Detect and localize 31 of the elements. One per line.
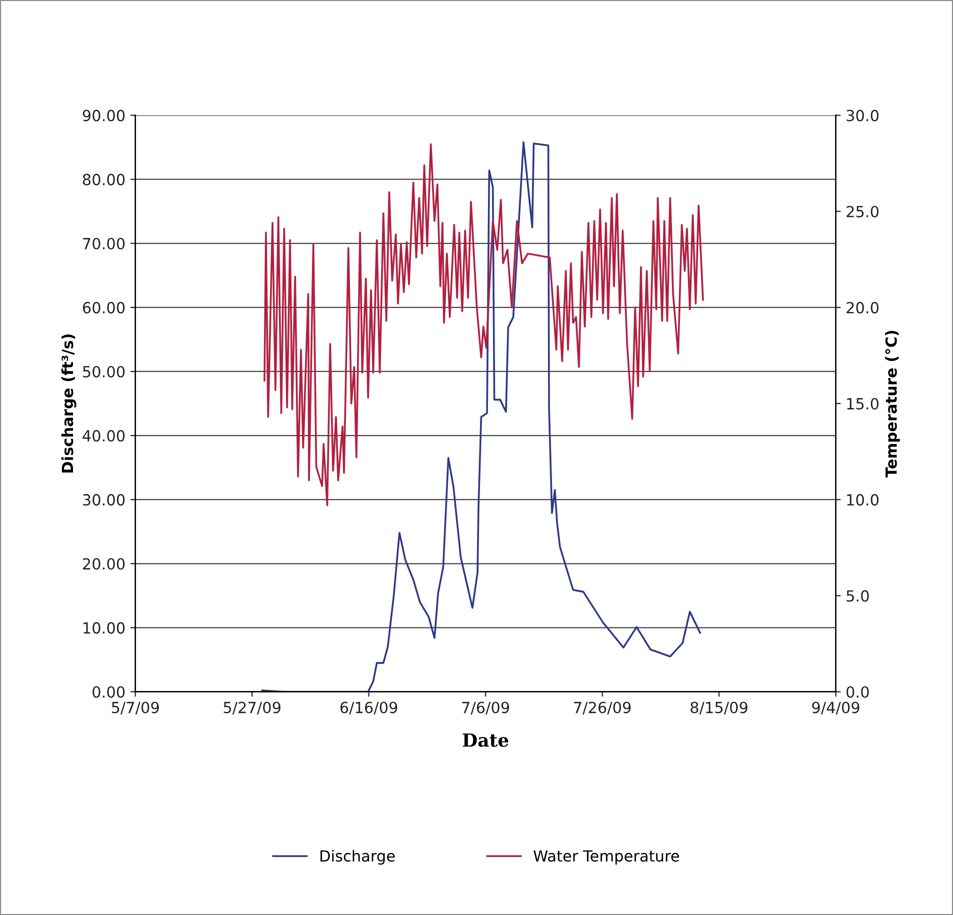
y2-tick-label: 15.0 (847, 398, 879, 410)
legend-label: Water Temperature (534, 850, 680, 865)
y2-tick-label: 5.0 (846, 590, 869, 602)
x-axis-title: Date (462, 733, 508, 747)
y-axis-title: Discharge (ft³/s) (61, 334, 76, 472)
y-tick-label: 40.00 (82, 430, 125, 442)
y-tick-label: 70.00 (83, 238, 125, 250)
y-tick-label: 50.00 (83, 366, 125, 378)
x-tick-label: 5/7/09 (112, 702, 159, 714)
y-tick-label: 60.00 (82, 302, 125, 314)
y-tick-label: 10.00 (84, 622, 125, 634)
y2-axis-title: Temperature (°C) (885, 330, 900, 478)
y-tick-label: 80.00 (82, 174, 125, 186)
y-tick-label: 20.00 (82, 558, 125, 570)
x-tick-label: 6/16/09 (340, 702, 398, 714)
y-tick-label: 90.00 (82, 110, 125, 122)
line-series (264, 143, 704, 506)
x-tick-label: 9/4/09 (812, 702, 860, 714)
x-tick-label: 7/26/09 (574, 702, 631, 714)
x-tick-label: 8/15/09 (690, 702, 748, 714)
x-tick-label: 7/6/09 (462, 702, 510, 714)
x-tick-label: 5/27/09 (224, 702, 280, 714)
y-tick-label: 0.00 (92, 686, 125, 698)
y2-tick-label: 0.0 (846, 686, 869, 698)
y2-tick-label: 25.0 (846, 206, 879, 218)
y2-tick-label: 10.0 (847, 494, 879, 506)
line-series (261, 141, 701, 692)
y-tick-label: 30.00 (83, 494, 125, 506)
y2-tick-label: 30.0 (846, 110, 879, 122)
y2-tick-label: 20.0 (846, 302, 879, 314)
legend-label: Discharge (320, 850, 395, 865)
